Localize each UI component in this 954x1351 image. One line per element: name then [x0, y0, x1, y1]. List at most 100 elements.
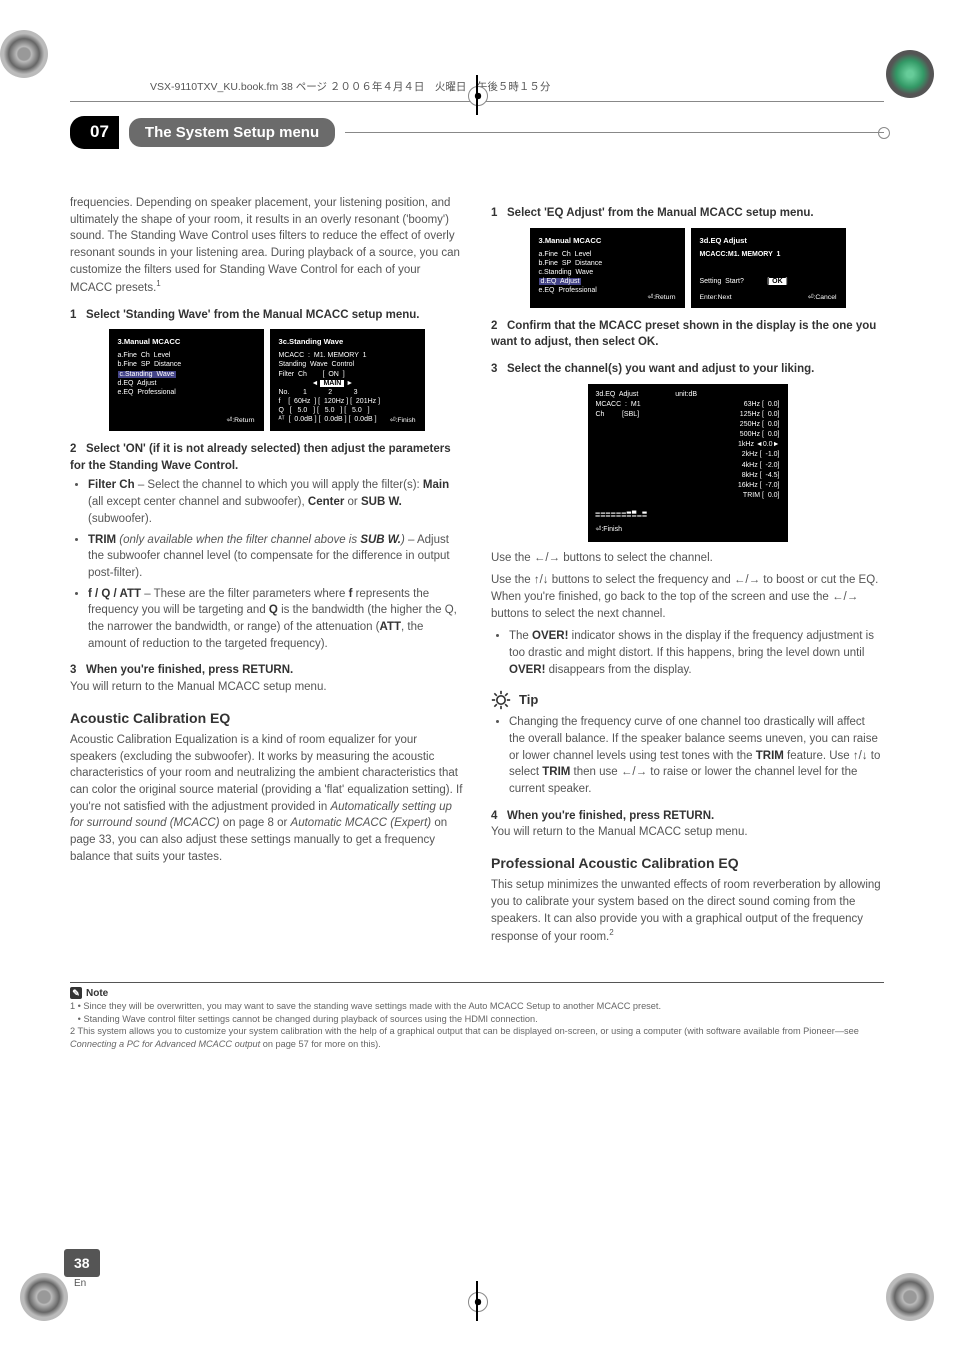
step-text: When you're finished, press RETURN.	[507, 810, 714, 822]
eq-row: Ch [SBL] 125Hz [ 0.0]	[596, 410, 780, 420]
panel-table: Q [ 5.0 ] [ 5.0 ] [ 5.0 ]	[279, 406, 416, 415]
menu-item-selected: d.EQ Adjust	[539, 277, 676, 286]
left-column: frequencies. Depending on speaker placem…	[70, 195, 463, 952]
step-text: Select 'EQ Adjust' from the Manual MCACC…	[507, 207, 814, 219]
panel-foot: ⏎:Return	[227, 416, 255, 426]
use-ud: Use the ↑/↓ buttons to select the freque…	[491, 572, 884, 622]
right-step4-sub: You will return to the Manual MCACC setu…	[491, 824, 884, 841]
bullet-trim: TRIM (only available when the filter cha…	[88, 532, 463, 582]
step-text: Select 'Standing Wave' from the Manual M…	[86, 309, 419, 321]
crop-mark-top	[465, 83, 489, 107]
reg-mark-tr	[886, 50, 934, 98]
step-num: 1	[491, 207, 497, 219]
step-num: 3	[491, 363, 497, 375]
page-number: 38	[64, 1249, 100, 1277]
panel-eq-adjust: 3d.EQ Adjust unit:dB MCACC : M1 63Hz [ 0…	[588, 384, 788, 542]
panel-standing-wave: 3c.Standing Wave MCACC : M1. MEMORY 1 St…	[270, 329, 425, 431]
intro-text: frequencies. Depending on speaker placem…	[70, 197, 460, 294]
left-step3-sub: You will return to the Manual MCACC setu…	[70, 679, 463, 696]
right-step4: 4 When you're finished, press RETURN.	[491, 808, 884, 825]
menu-item: a.Fine Ch Level	[118, 351, 255, 360]
panel-title: 3.Manual MCACC	[118, 336, 255, 347]
panel-foot: ⏎:Cancel	[808, 293, 837, 303]
reg-mark-br	[886, 1273, 934, 1321]
eq-row: 500Hz [ 0.0]	[596, 430, 780, 440]
right-column: 1 Select 'EQ Adjust' from the Manual MCA…	[491, 195, 884, 952]
over-item: The OVER! indicator shows in the display…	[509, 628, 884, 678]
reg-mark-bl	[20, 1273, 68, 1321]
right-panel-pair: 3.Manual MCACC a.Fine Ch Level b.Fine SP…	[491, 228, 884, 308]
step-num: 1	[70, 309, 76, 321]
columns: frequencies. Depending on speaker placem…	[70, 195, 884, 952]
eq-rows: MCACC : M1 63Hz [ 0.0]Ch [SBL] 125Hz [ 0…	[596, 400, 780, 501]
panel-line: MCACC:M1. MEMORY 1	[700, 250, 837, 259]
right-step2: 2 Confirm that the MCACC preset shown in…	[491, 318, 884, 351]
step-text: When you're finished, press RETURN.	[86, 664, 293, 676]
step-num: 2	[70, 443, 76, 455]
panel-manual-mcacc: 3.Manual MCACC a.Fine Ch Level b.Fine SP…	[109, 329, 264, 431]
note-label: Note	[86, 987, 108, 1001]
step-text: Confirm that the MCACC preset shown in t…	[491, 320, 876, 349]
eq-row: 250Hz [ 0.0]	[596, 420, 780, 430]
panel-title: 3c.Standing Wave	[279, 336, 416, 347]
panel-title: 3d.EQ Adjust	[700, 235, 837, 246]
heading-professional-eq: Professional Acoustic Calibration EQ	[491, 853, 884, 873]
eq-title: 3d.EQ Adjust unit:dB	[596, 390, 780, 400]
right-step3: 3 Select the channel(s) you want and adj…	[491, 361, 884, 378]
acoustic-para: Acoustic Calibration Equalization is a k…	[70, 732, 463, 865]
tip-label: Tip	[519, 691, 538, 710]
gear-icon	[491, 690, 511, 710]
panel-table: f [ 60Hz ] [ 120Hz ] [ 201Hz ]	[279, 397, 416, 406]
eq-row: 2kHz [ -1.0]	[596, 450, 780, 460]
menu-item: a.Fine Ch Level	[539, 250, 676, 259]
intro-para: frequencies. Depending on speaker placem…	[70, 195, 463, 297]
eq-row: 8kHz [ -4.5]	[596, 471, 780, 481]
panel-foot: ⏎:Return	[648, 293, 676, 303]
note-2-it: Connecting a PC for Advanced MCACC outpu…	[70, 1039, 260, 1049]
tip-heading: Tip	[491, 690, 884, 710]
crop-mark-bot	[465, 1289, 489, 1313]
menu-item: b.Fine SP Distance	[539, 259, 676, 268]
eq-row: 4kHz [ -2.0]	[596, 461, 780, 471]
menu-item: e.EQ Professional	[118, 388, 255, 397]
panel-foot-l: Enter:Next	[700, 293, 732, 303]
panel-foot: ⏎:Finish	[390, 416, 416, 426]
prof-para: This setup minimizes the unwanted effect…	[491, 877, 884, 946]
menu-item-selected: c.Standing Wave	[118, 370, 255, 379]
footnote-ref-2: 2	[609, 928, 613, 937]
panel-eq-adjust-confirm: 3d.EQ Adjust MCACC:M1. MEMORY 1 Setting …	[691, 228, 846, 308]
step-text: Select 'ON' (if it is not already select…	[70, 443, 451, 472]
tip-item: Changing the frequency curve of one chan…	[509, 714, 884, 797]
note-2a: 2 This system allows you to customize yo…	[70, 1026, 859, 1036]
chapter-title: The System Setup menu	[129, 118, 335, 148]
panel-manual-mcacc-2: 3.Manual MCACC a.Fine Ch Level b.Fine SP…	[530, 228, 685, 308]
panel-table: No. 1 2 3	[279, 388, 416, 397]
page-lang: En	[74, 1277, 86, 1292]
step-num: 4	[491, 810, 497, 822]
eq-bars: ▁▁▁▁▁▁▂▃ ▂▔▔▔▔▔▔▔▔▔▔	[596, 505, 780, 525]
menu-item: c.Standing Wave	[539, 268, 676, 277]
running-header: VSX-9110TXV_KU.book.fm 38 ページ ２００６年４月４日 …	[150, 80, 884, 95]
left-step1: 1 Select 'Standing Wave' from the Manual…	[70, 307, 463, 324]
step-text: Select the channel(s) you want and adjus…	[507, 363, 814, 375]
bullet-fqatt: f / Q / ATT – These are the filter param…	[88, 586, 463, 653]
panel-line: Standing Wave Control	[279, 360, 416, 369]
chapter-bar: 07 The System Setup menu	[70, 116, 884, 149]
left-step3: 3 When you're finished, press RETURN.	[70, 662, 463, 679]
panel-line: Setting Start? [OK]	[700, 277, 837, 286]
tip-list: Changing the frequency curve of one chan…	[509, 714, 884, 797]
bullet-filter-ch: Filter Ch – Select the channel to which …	[88, 477, 463, 527]
footnotes: ✎ Note 1 • Since they will be overwritte…	[70, 982, 884, 1050]
panel-title: 3.Manual MCACC	[539, 235, 676, 246]
chapter-rule	[345, 132, 884, 133]
eq-row: TRIM [ 0.0]	[596, 491, 780, 501]
chapter-number: 07	[70, 116, 119, 149]
bullet-list: Filter Ch – Select the channel to which …	[88, 477, 463, 652]
pencil-icon: ✎	[70, 987, 82, 999]
right-step1: 1 Select 'EQ Adjust' from the Manual MCA…	[491, 205, 884, 222]
step-num: 2	[491, 320, 497, 332]
menu-item: b.Fine SP Distance	[118, 360, 255, 369]
eq-row: 1kHz ◄0.0►	[596, 440, 780, 450]
over-bullet: The OVER! indicator shows in the display…	[509, 628, 884, 678]
left-panel-pair: 3.Manual MCACC a.Fine Ch Level b.Fine SP…	[70, 329, 463, 431]
